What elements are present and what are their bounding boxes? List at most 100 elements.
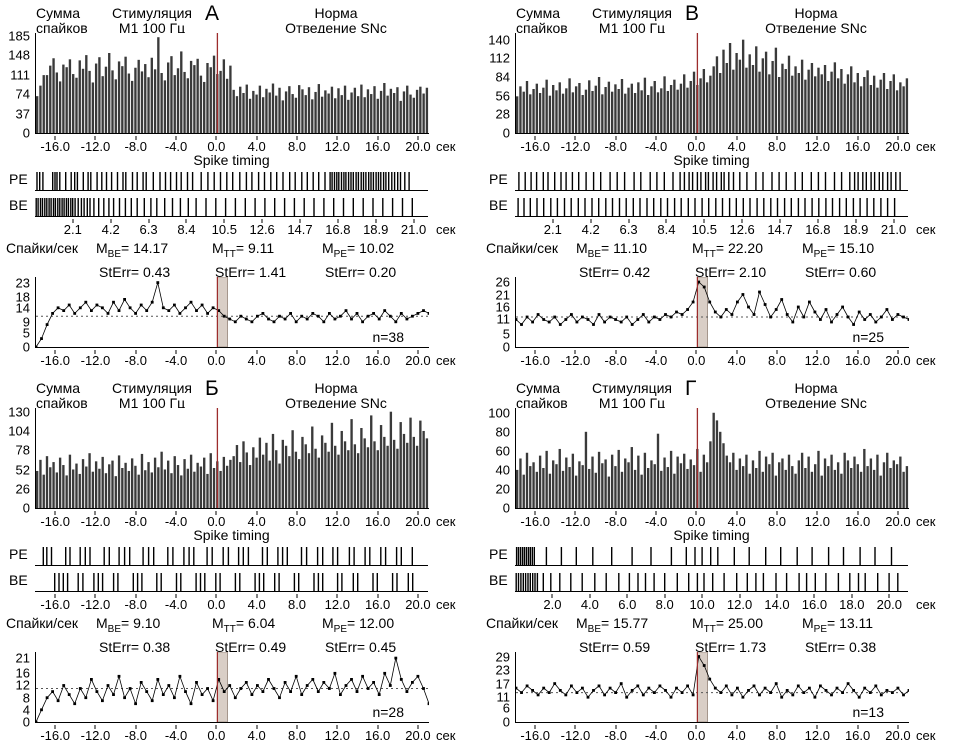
axis-tick-label: 21.0 xyxy=(400,222,427,237)
axis-tick-label: 14.7 xyxy=(767,222,793,237)
axis-tick xyxy=(256,725,258,729)
stats-block: Спайки/сек MBE= 11.10 StErr= 0.42 MTT= 2… xyxy=(480,240,960,280)
axis-tick xyxy=(615,350,617,354)
rate-units-label: Спайки/сек xyxy=(486,615,559,631)
axis-tick-label: 12.0 xyxy=(804,353,830,368)
axis-tick-label: -12.0 xyxy=(80,353,111,368)
rate-units-label: Спайки/сек xyxy=(6,615,79,631)
axis-tick-label: -4.0 xyxy=(644,728,668,743)
axis-tick xyxy=(94,350,96,354)
stimulation-title-line2: M1 100 Гц xyxy=(598,20,666,36)
axis-tick-label: 18.9 xyxy=(363,222,389,237)
rate-plot: n=25 xyxy=(515,277,912,349)
hist-y-axis-title: Сумма спайков xyxy=(36,381,88,411)
axis-tick xyxy=(256,136,258,140)
axis-tick xyxy=(417,511,419,515)
axis-tick-label: 6.3 xyxy=(139,222,158,237)
stat-tt: MTT= 9.11 StErr= 1.41 xyxy=(212,240,286,280)
axis-tick xyxy=(574,350,576,354)
axis-tick-label: -16.0 xyxy=(40,139,70,154)
rate-chart xyxy=(35,652,429,723)
stats-block: Спайки/сек MBE= 15.77 StErr= 0.59 MTT= 2… xyxy=(480,615,960,655)
axis-tick-label: 16.0 xyxy=(844,353,871,368)
stat-tt: MTT= 6.04 StErr= 0.49 xyxy=(212,615,286,655)
trial-count-label: n=13 xyxy=(852,704,884,720)
axis-tick xyxy=(175,350,177,354)
stat-sub: BE xyxy=(107,248,122,260)
y-tick-label: 0 xyxy=(502,714,510,730)
axis-tick xyxy=(72,219,74,223)
axis-tick xyxy=(215,725,217,729)
stat-be-mean: MBE= 14.17 xyxy=(96,240,170,263)
spike-timing-label: Spike timing xyxy=(673,527,750,543)
axis-tick xyxy=(296,511,298,515)
stat-be-sterr: StErr= 0.38 xyxy=(99,638,171,655)
hist-y-axis-title-line2: спайков xyxy=(36,20,88,36)
y-tick-label: 148 xyxy=(8,47,30,63)
axis-tick xyxy=(135,136,137,140)
spike-timing-label: Spike timing xyxy=(193,527,270,543)
axis-tick-label: 20.0 xyxy=(405,514,431,529)
axis-tick-label: 16.8 xyxy=(325,222,351,237)
rate-units-label: Спайки/сек xyxy=(6,240,79,256)
y-tick-label: 21 xyxy=(495,287,510,302)
stat-prefix: M xyxy=(692,615,704,631)
axis-tick xyxy=(296,136,298,140)
hist-y-axis: 130 104 78 52 26 0 xyxy=(0,404,31,515)
y-tick-label: 21 xyxy=(15,650,30,666)
spike-timing-label: Spike timing xyxy=(673,152,750,168)
y-tick-label: 4 xyxy=(22,702,30,718)
trial-count-label: n=38 xyxy=(372,329,404,345)
y-tick-label: 23 xyxy=(495,662,510,678)
psth-panel: Сумма спайков Стимуляция M1 100 Гц А Нор… xyxy=(0,0,480,375)
hist-y-axis-title-line1: Сумма xyxy=(516,380,560,396)
raster-x-axis: 2.0 4.0 6.0 8.0 10.0 12.0 14.0 16.0 18.0 20.0 сек xyxy=(515,594,935,612)
axis-tick-label: 0.0 xyxy=(687,728,706,743)
trial-count-label: n=28 xyxy=(372,704,404,720)
axis-tick xyxy=(695,350,697,354)
axis-tick xyxy=(296,594,298,598)
rate-chart xyxy=(515,277,909,348)
stat-pe-sterr: StErr= 0.45 xyxy=(325,638,397,655)
axis-tick xyxy=(256,511,258,515)
axis-tick-label: 2.1 xyxy=(543,222,562,237)
stat-sub: TT xyxy=(703,248,716,260)
raster-row-label-be: ВЕ xyxy=(9,197,28,213)
stat-be-mean: MBE= 11.10 xyxy=(576,240,650,263)
stat-be: MBE= 9.10 StErr= 0.38 xyxy=(96,615,170,655)
axis-tick xyxy=(185,219,187,223)
axis-tick xyxy=(776,350,778,354)
axis-tick-label: 8.0 xyxy=(287,139,307,154)
axis-tick-label: 16.0 xyxy=(364,728,391,743)
axis-tick xyxy=(534,511,536,515)
stimulation-title-line2: M1 100 Гц xyxy=(118,20,186,36)
axis-tick xyxy=(94,594,96,598)
axis-tick xyxy=(377,511,379,515)
axis-tick-label: 10.5 xyxy=(211,222,237,237)
axis-tick-label: -12.0 xyxy=(80,597,111,612)
axis-tick-label: -12.0 xyxy=(560,728,591,743)
stat-pe: MPE= 12.00 StErr= 0.45 xyxy=(322,615,396,655)
y-tick-label: 52 xyxy=(15,462,30,477)
hist-x-axis: -16.0 -12.0 -8.0 -4.0 0.0 4.0 8.0 12.0 16.0 20.0 с… xyxy=(515,136,935,154)
stat-tt-sterr: StErr= 0.49 xyxy=(215,638,287,655)
stat-prefix: M xyxy=(96,240,108,256)
raster-be xyxy=(515,573,908,592)
axis-tick-label: 2.0 xyxy=(543,597,562,612)
axis-tick xyxy=(54,511,56,515)
y-tick-label: 26 xyxy=(495,274,510,290)
stat-prefix: M xyxy=(96,615,108,631)
stat-tt-mean: MTT= 25.00 xyxy=(692,615,766,638)
axis-tick xyxy=(94,725,96,729)
condition-title-line2: Отведение SNc xyxy=(285,20,387,36)
raster-row-label-be: ВЕ xyxy=(489,572,508,588)
stimulation-title: Стимуляция M1 100 Гц xyxy=(103,6,201,36)
axis-tick-label: -8.0 xyxy=(124,728,147,743)
axis-tick-label: 8.0 xyxy=(287,728,307,743)
axis-tick xyxy=(375,219,377,223)
hist-x-axis: -16.0 -12.0 -8.0 -4.0 0.0 4.0 8.0 12.0 16.0 20.0 с… xyxy=(515,511,935,529)
rate-y-axis: 26 21 16 11 5 0 xyxy=(480,274,511,354)
axis-tick-label: -4.0 xyxy=(164,139,188,154)
axis-tick-label: -12.0 xyxy=(80,728,111,743)
